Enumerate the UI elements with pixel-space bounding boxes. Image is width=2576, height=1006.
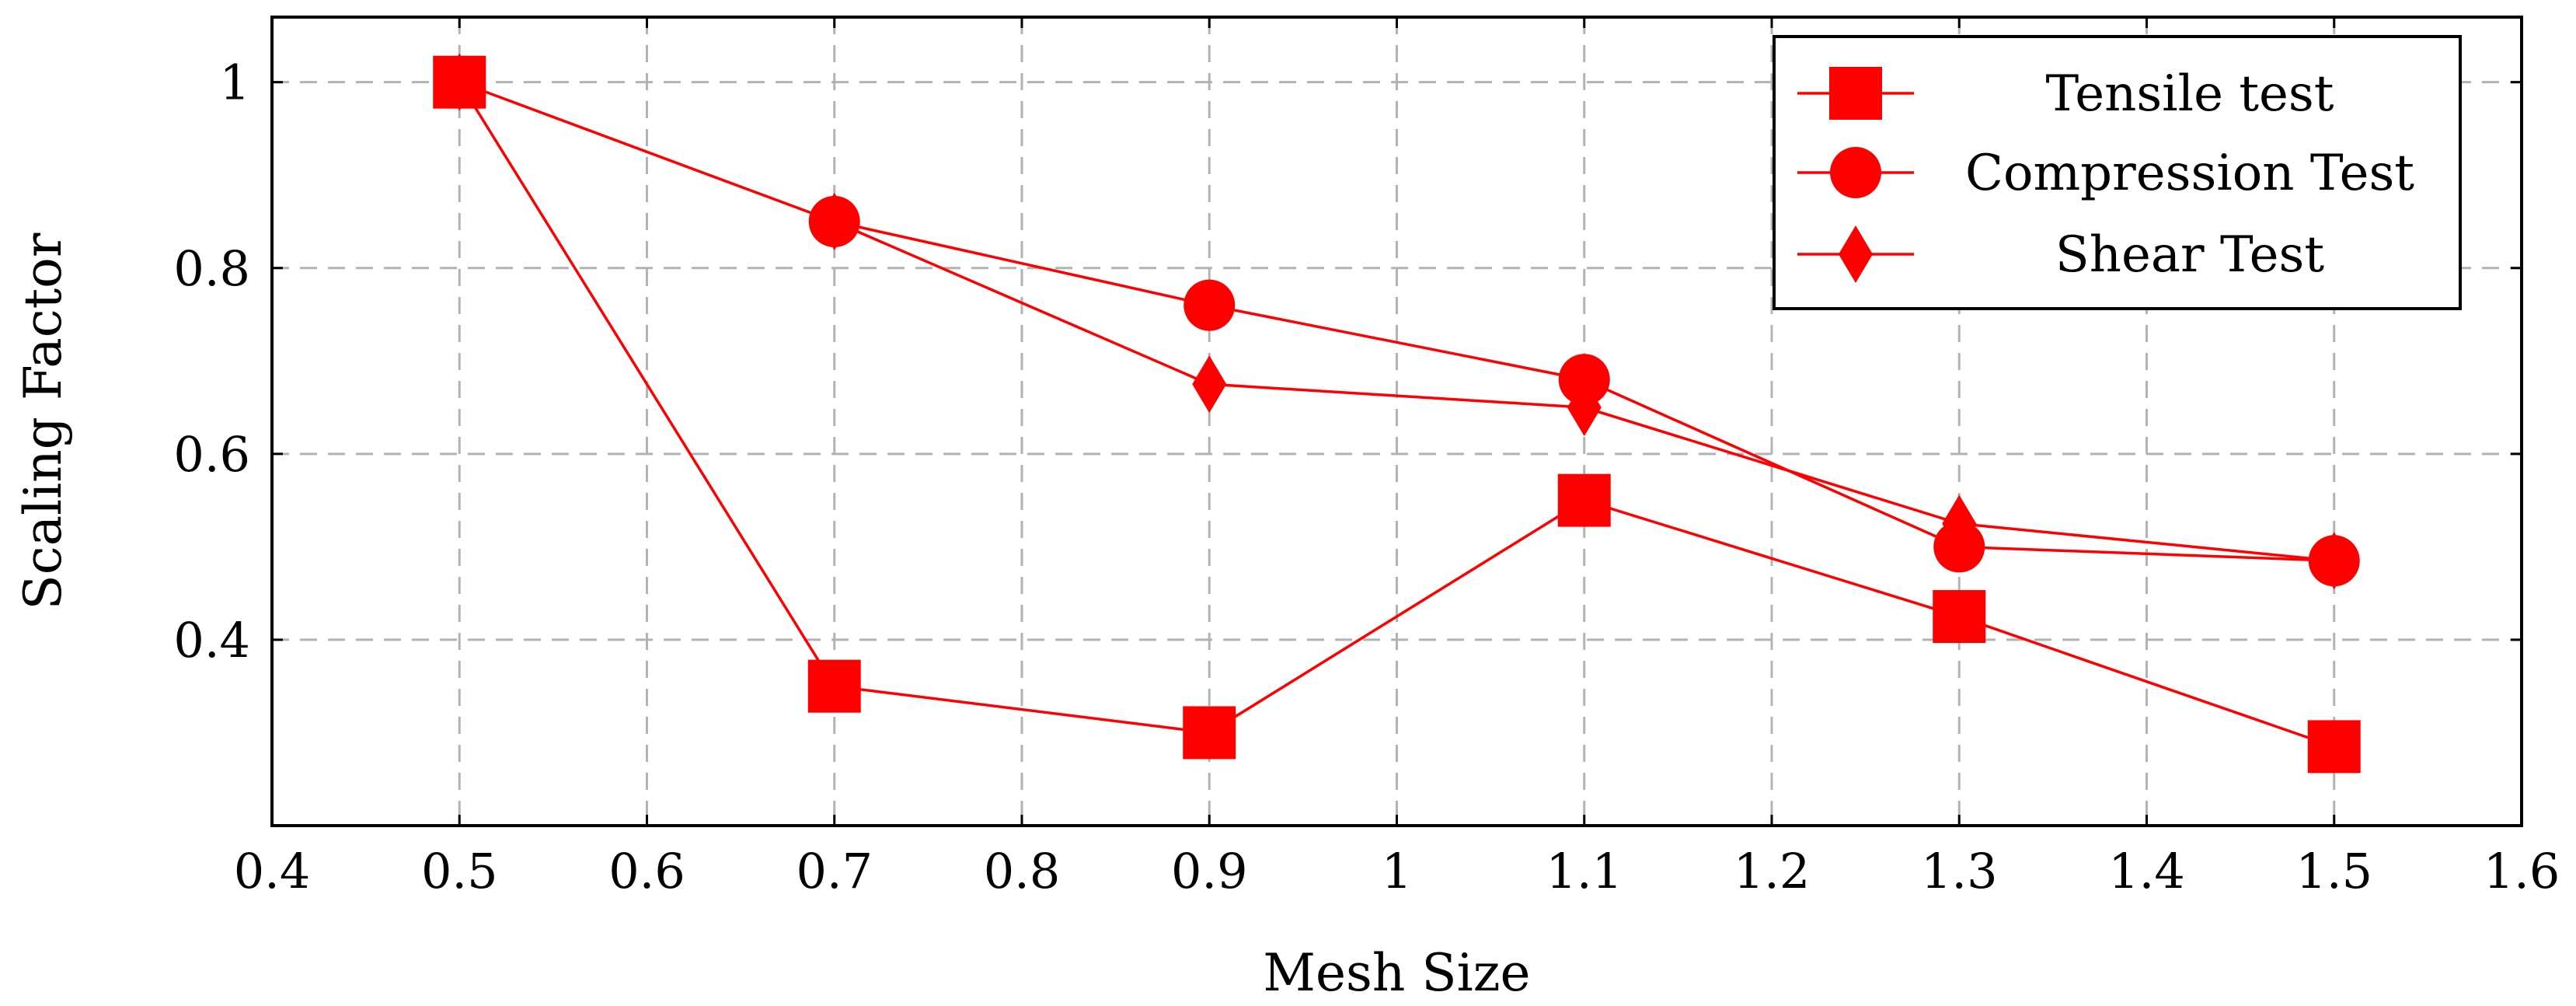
axis-ticks <box>270 17 2523 826</box>
x-tick-label: 1.4 <box>2108 843 2185 899</box>
legend-label-compression: Compression Test <box>1965 145 2414 202</box>
y-tick-label: 0.6 <box>173 426 250 483</box>
x-tick-labels: 0.4 0.5 0.6 0.7 0.8 0.9 1 1.1 1.2 1.3 1.4 1.5 1.6 <box>234 843 2560 899</box>
legend-label-tensile: Tensile test <box>2046 65 2334 123</box>
x-tick-label: 0.9 <box>1171 843 1248 899</box>
series-square <box>433 55 2361 774</box>
x-tick-label: 1 <box>1382 843 1412 899</box>
legend: Tensile test Compression Test Shear Test <box>1773 35 2462 310</box>
data-point-square <box>1557 473 1611 527</box>
data-point-circle <box>1933 521 1985 573</box>
y-tick-label: 1 <box>220 54 250 111</box>
legend-marker <box>1839 225 1873 283</box>
data-point-circle <box>2308 535 2360 587</box>
x-tick-label: 1.6 <box>2484 843 2560 899</box>
data-point-square <box>433 55 486 109</box>
data-point-diamond <box>1192 355 1227 414</box>
x-tick-label: 0.6 <box>608 843 685 899</box>
data-point-circle <box>1183 279 1236 331</box>
legend-diamond-icon <box>1797 225 1914 283</box>
y-axis-title: Scaling Factor <box>13 232 73 610</box>
series-line <box>458 81 2334 563</box>
legend-marker <box>1830 147 1881 198</box>
x-tick-label: 0.4 <box>234 843 311 899</box>
legend-item-shear: Shear Test <box>1797 225 2324 284</box>
series-circle <box>808 195 2360 587</box>
y-tick-label: 0.8 <box>173 240 250 297</box>
data-point-square <box>1933 590 1986 644</box>
x-tick-label: 1.2 <box>1734 843 1811 899</box>
x-axis-title: Mesh Size <box>1263 943 1530 1003</box>
data-point-square <box>807 659 861 713</box>
data-point-square <box>2307 720 2361 774</box>
legend-item-compression: Compression Test <box>1797 145 2414 202</box>
legend-circle-icon <box>1797 147 1914 198</box>
legend-marker <box>1829 67 1882 120</box>
data-point-circle <box>808 195 860 247</box>
x-tick-label: 1.1 <box>1546 843 1623 899</box>
x-tick-label: 1.5 <box>2295 843 2372 899</box>
legend-label-shear: Shear Test <box>2055 226 2324 284</box>
x-tick-label: 0.7 <box>796 843 873 899</box>
legend-square-icon <box>1797 67 1914 120</box>
x-tick-label: 0.5 <box>421 843 498 899</box>
legend-item-tensile: Tensile test <box>1797 65 2334 123</box>
x-tick-label: 1.3 <box>1921 843 1998 899</box>
y-tick-labels: 0.4 0.6 0.8 1 <box>173 54 250 669</box>
data-point-circle <box>1558 354 1610 406</box>
series-line <box>458 81 2335 749</box>
x-tick-label: 0.8 <box>984 843 1061 899</box>
y-tick-label: 0.4 <box>173 612 250 669</box>
series-layer <box>433 53 2361 774</box>
data-point-square <box>1183 706 1236 760</box>
